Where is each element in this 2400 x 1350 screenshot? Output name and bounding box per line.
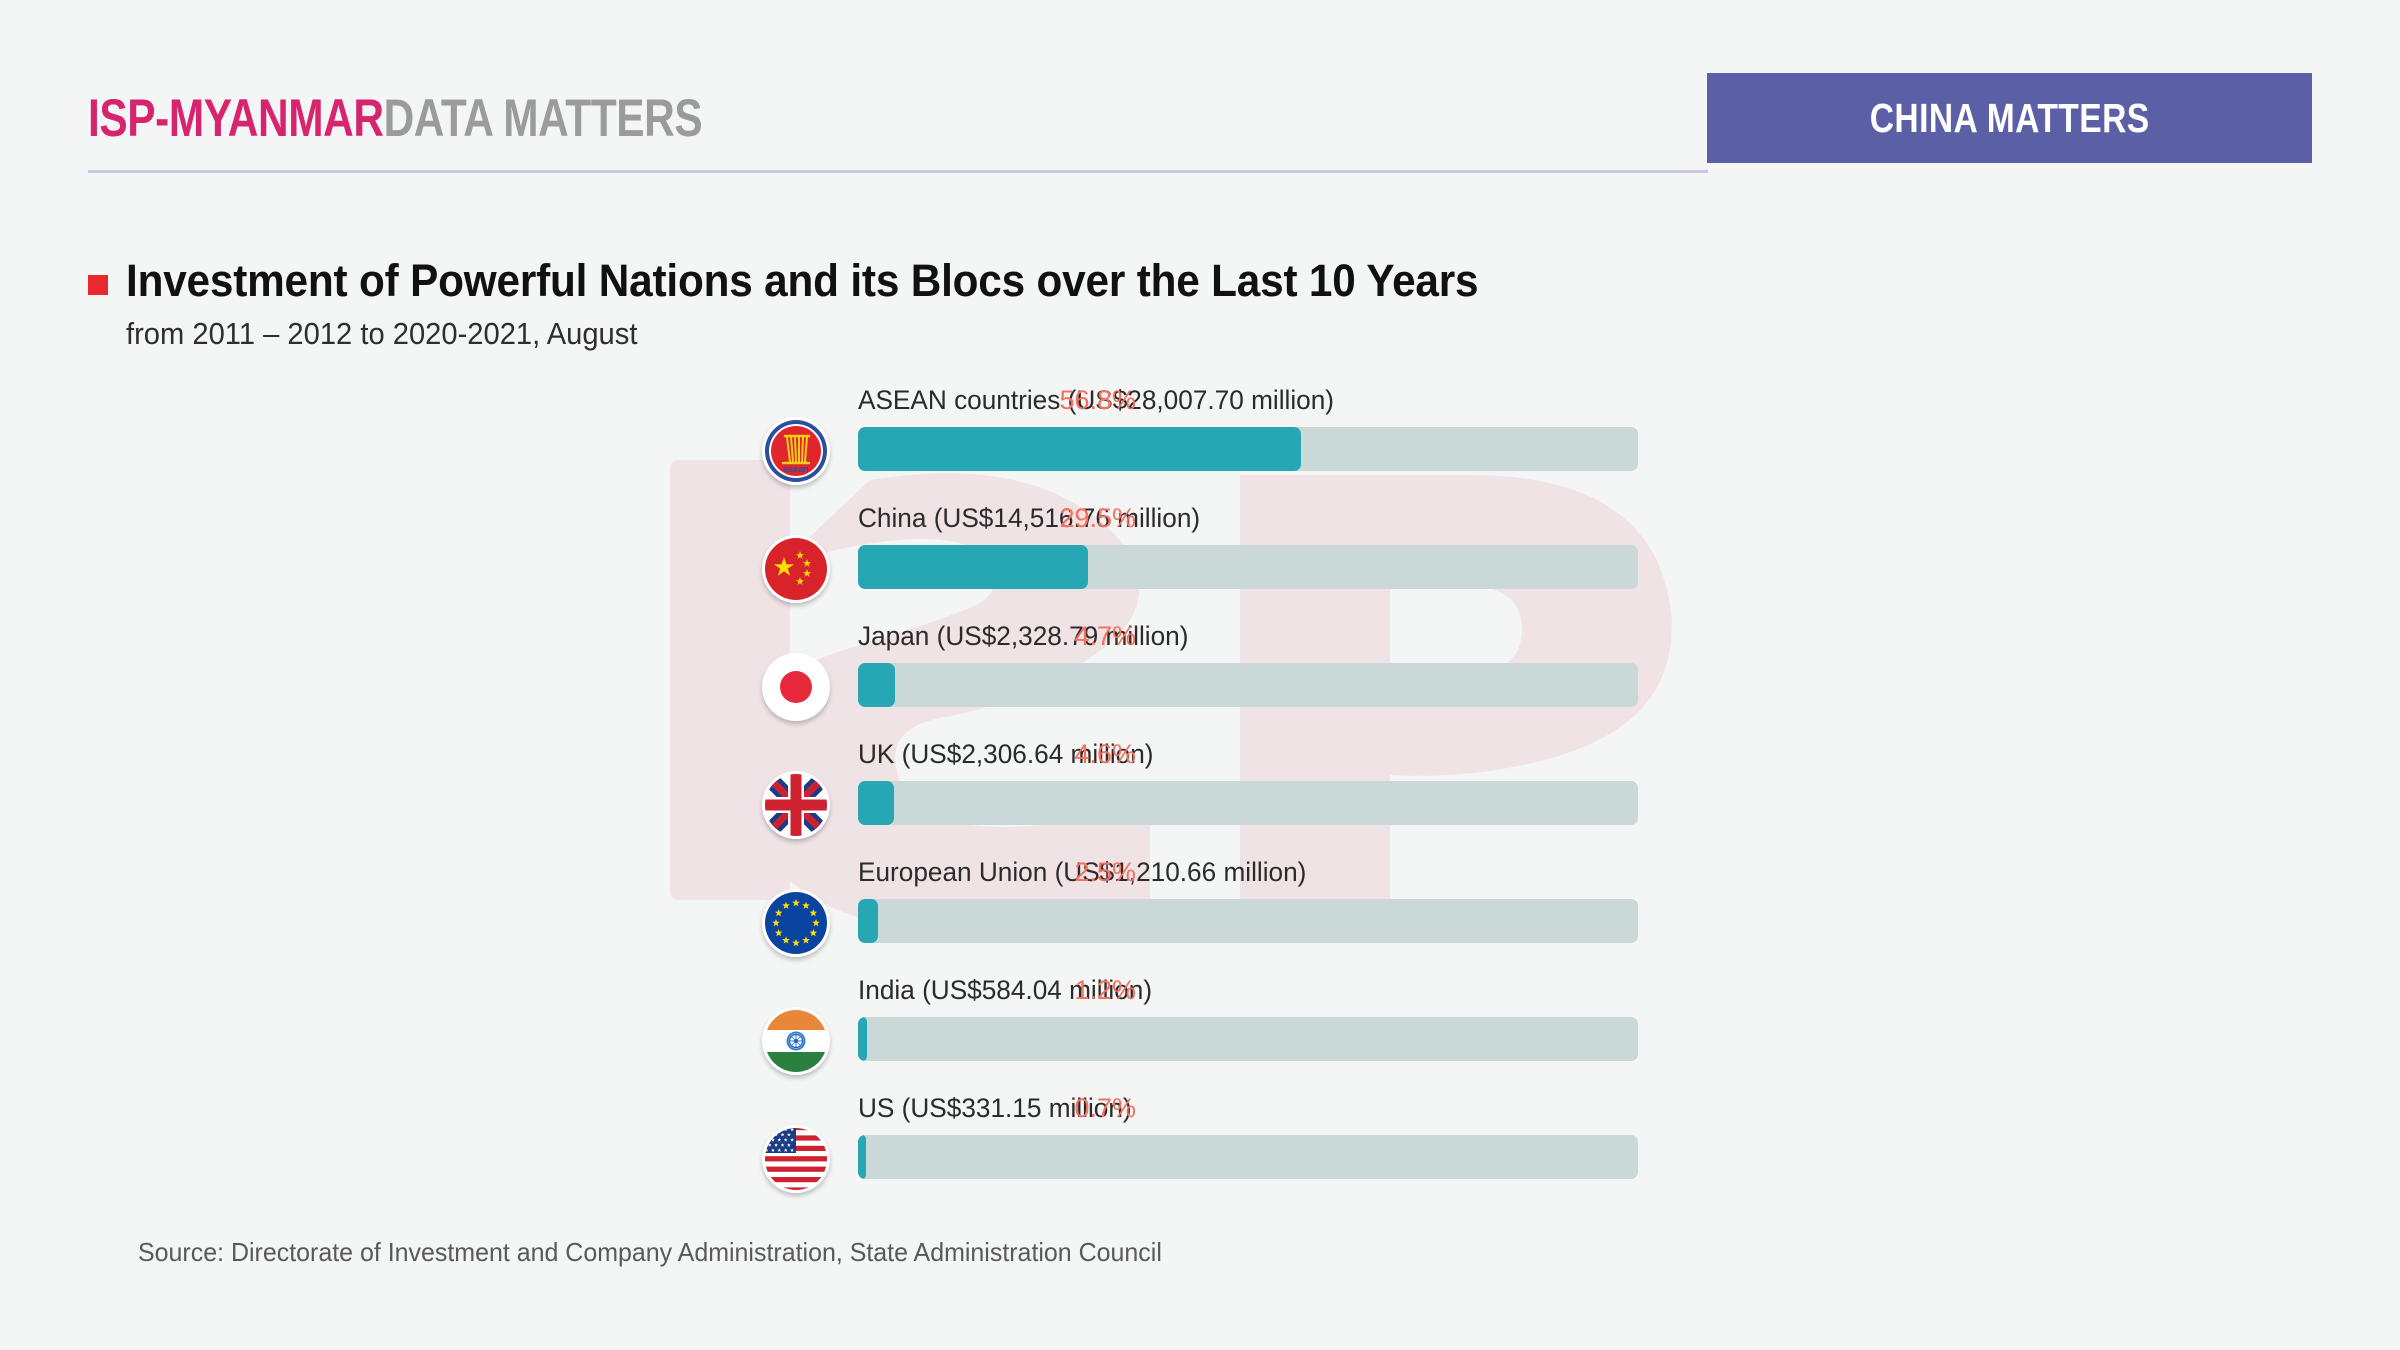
chart-row-percent: 1.2% — [1074, 975, 1136, 1005]
logo-primary: ISP-MYANMAR — [88, 89, 384, 148]
svg-text:asean: asean — [783, 464, 809, 474]
chart-row-label: US (US$331.15 million) — [858, 1093, 1132, 1123]
chart-row-fill — [858, 781, 894, 825]
japan-flag-icon — [762, 653, 830, 721]
brand-logo: ISP-MYANMARDATA MATTERS — [88, 88, 703, 149]
chart-row-percent: 4.6% — [1074, 739, 1136, 769]
header-divider — [88, 170, 1708, 173]
chart-row-track — [858, 427, 1638, 471]
chart-row-fill — [858, 899, 878, 943]
bar-chart: asean ASEAN countries (US$28,007.70 milli… — [0, 385, 2400, 1211]
chart-row-percent: 2.5% — [1074, 857, 1136, 887]
chart-row-percent: 0.7% — [1074, 1093, 1136, 1123]
source-note: Source: Directorate of Investment and Co… — [138, 1237, 1162, 1267]
uk-flag-icon — [762, 771, 830, 839]
banner-label: CHINA MATTERS — [1869, 94, 2150, 141]
page-header: ISP-MYANMARDATA MATTERS CHINA MATTERS — [0, 0, 2400, 190]
chart-row-track — [858, 899, 1638, 943]
chart-row: asean ASEAN countries (US$28,007.70 milli… — [0, 385, 2400, 503]
chart-row-fill — [858, 1135, 866, 1179]
chart-row-percent: 4.7% — [1074, 621, 1136, 651]
page-subtitle: from 2011 – 2012 to 2020-2021, August — [126, 316, 638, 351]
bullet-square-icon — [88, 275, 108, 295]
china-matters-banner: CHINA MATTERS — [1707, 73, 2312, 163]
title-block: Investment of Powerful Nations and its B… — [88, 255, 1565, 352]
logo-secondary: DATA MATTERS — [383, 89, 703, 148]
chart-row-track — [858, 663, 1638, 707]
chart-row: Japan (US$2,328.79 million) 4.7% — [0, 621, 2400, 739]
chart-row: China (US$14,516.76 million) 29.5% — [0, 503, 2400, 621]
asean-flag-icon: asean — [762, 417, 830, 485]
chart-row-fill — [858, 545, 1089, 589]
chart-row-label: ASEAN countries (US$28,007.70 million) — [858, 385, 1335, 415]
chart-row-fill — [858, 427, 1302, 471]
chart-row-percent: 29.5% — [1059, 503, 1136, 533]
india-flag-icon — [762, 1007, 830, 1075]
chart-row-label: China (US$14,516.76 million) — [858, 503, 1201, 533]
chart-row-track — [858, 545, 1638, 589]
us-flag-icon — [762, 1125, 830, 1193]
chart-row: UK (US$2,306.64 million) 4.6% — [0, 739, 2400, 857]
chart-row: European Union (US$1,210.66 million) 2.5% — [0, 857, 2400, 975]
chart-row-track — [858, 1017, 1638, 1061]
chart-row-fill — [858, 1017, 868, 1061]
china-flag-icon — [762, 535, 830, 603]
page-title: Investment of Powerful Nations and its B… — [126, 255, 1479, 306]
european-union-flag-icon — [762, 889, 830, 957]
chart-row-track — [858, 1135, 1638, 1179]
chart-row-track — [858, 781, 1638, 825]
chart-row: US (US$331.15 million) 0.7% — [0, 1093, 2400, 1211]
chart-row-label: Japan (US$2,328.79 million) — [858, 621, 1189, 651]
chart-row-percent: 56.8% — [1059, 385, 1136, 415]
chart-row-label: India (US$584.04 million) — [858, 975, 1153, 1005]
chart-row-fill — [858, 663, 895, 707]
chart-row: India (US$584.04 million) 1.2% — [0, 975, 2400, 1093]
